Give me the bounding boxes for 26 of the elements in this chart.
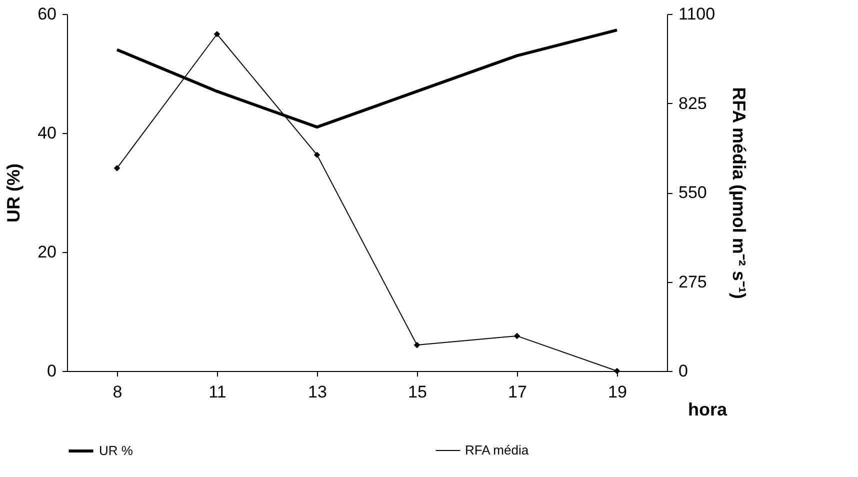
x-tick-label: 13 [308, 382, 327, 402]
x-tick-label: 17 [508, 382, 527, 402]
y-tick-label: 20 [38, 242, 56, 262]
y2-tick-label: 825 [678, 94, 707, 113]
point [514, 332, 520, 340]
y-tick-label: 60 [38, 4, 56, 24]
y2-tick-label: 275 [678, 272, 707, 292]
point [314, 152, 320, 158]
x-tick-label: 15 [408, 382, 427, 402]
legend-label: UR % [99, 443, 134, 458]
legend-label: RFA média [465, 442, 530, 458]
y2-tick-label: 1100 [678, 4, 716, 24]
x-tick-label: 8 [112, 382, 122, 402]
y-tick-label: 40 [38, 124, 56, 142]
y2-tick-label: 550 [678, 183, 707, 202]
point [214, 30, 220, 38]
y2-tick-label: 0 [678, 362, 688, 380]
y-axis-title: UR (%) [4, 164, 24, 222]
x-tick-label: 19 [608, 382, 627, 402]
x-axis-title: hora [688, 400, 728, 420]
point [614, 368, 620, 374]
y2-axis-title: RFA média (µmol m⁻² s⁻¹) [729, 87, 750, 299]
x-tick-label: 11 [208, 382, 226, 402]
y-tick-label: 0 [47, 362, 56, 380]
point [114, 164, 120, 172]
point [414, 342, 420, 348]
